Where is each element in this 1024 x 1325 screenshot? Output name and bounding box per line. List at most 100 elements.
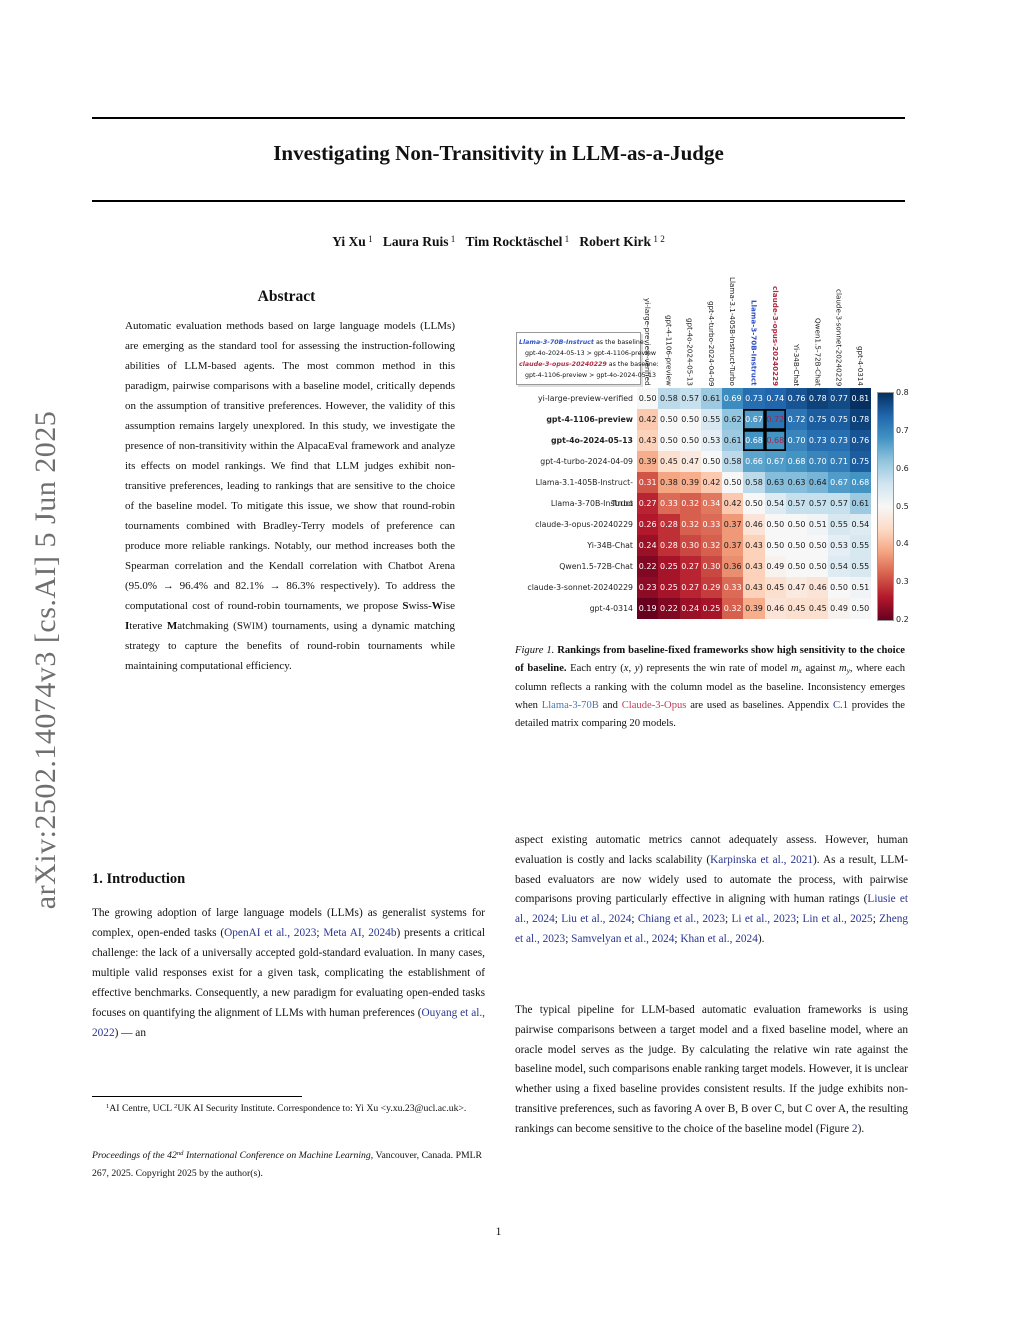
heatmap-cell: 0.69 [722,388,744,409]
heatmap-cell: 0.64 [807,472,829,493]
heatmap-cell: 0.46 [807,577,829,598]
heatmap-cell: 0.46 [743,514,765,535]
heatmap-row-label: Qwen1.5-72B-Chat [559,562,633,571]
affiliation-footnote: 1AI Centre, UCL 2UK AI Security Institut… [106,1103,467,1114]
heatmap-cell: 0.54 [828,556,850,577]
heatmap-cell: 0.74 [764,388,786,409]
citation-link[interactable]: Liusie et al., 2024 [515,893,908,926]
citation-link[interactable]: Samvelyan et al., 2024 [571,932,675,945]
heatmap-cell: 0.39 [743,598,765,619]
citation-link[interactable]: Chiang et al., 2023 [637,913,725,926]
heatmap-cell: 0.45 [658,451,680,472]
heatmap-cell: 0.26 [637,514,659,535]
citation-link[interactable]: Ouyang et al., 2022 [92,1007,485,1039]
heatmap-cell: 0.25 [700,598,723,619]
heatmap-cell: 0.37 [722,514,744,535]
heatmap-cell: 0.75 [807,409,829,430]
heatmap-cell: 0.23 [637,577,659,598]
heatmap-cell: 0.43 [743,577,765,598]
heatmap-cell: 0.54 [764,493,786,514]
citation-link[interactable]: OpenAI et al., 2023 [224,927,317,939]
colorbar-tick: 0.3 [896,577,909,587]
heatmap-cell: 0.51 [849,577,871,598]
proceedings-footnote: Proceedings of the 42nd International Co… [92,1150,482,1179]
citation-link[interactable]: Zheng et al., 2023 [515,913,909,945]
heatmap-cell: 0.50 [764,514,786,535]
citation-link[interactable]: C.1 [832,699,848,711]
abstract-body: Automatic evaluation methods based on la… [125,320,455,672]
heatmap-cell: 0.32 [679,493,701,514]
heatmap-cell: 0.50 [679,409,701,430]
citation-link[interactable]: Liu et al., 2024 [561,913,632,926]
colorbar-tick: 0.8 [896,388,909,397]
heatmap-cell: 0.32 [700,535,723,556]
heatmap-cell: 0.61 [849,493,871,514]
heatmap-cell: 0.43 [743,556,765,577]
heatmap-cell: 0.63 [764,472,786,493]
heatmap-cell: 0.50 [679,430,701,451]
heatmap-cell: 0.25 [658,556,680,577]
heatmap-cell: 0.58 [722,451,744,472]
page-number: 1 [495,1226,502,1238]
heatmap-cell: 0.78 [849,409,871,430]
heatmap-cell: 0.43 [743,535,765,556]
heatmap-cell: 0.55 [849,556,871,577]
title-rule [92,200,905,202]
citation-link[interactable]: Li et al., 2023 [731,913,797,926]
legend-line: gpt-4o-2024-05-13 > gpt-4-1106-preview [525,350,656,357]
right-column-paragraph-1: aspect existing automatic metrics cannot… [515,834,909,945]
heatmap-row-label: yi-large-preview-verified [538,394,633,403]
heatmap-cell: 0.71 [828,451,850,472]
heatmap-column-label: Yi-34B-Chat [792,343,802,386]
heatmap-column-label: gpt-4-1106-preview [664,315,674,386]
heatmap-cell: 0.27 [679,556,701,577]
arxiv-sidebar-banner: arXiv:2502.14074v3 [cs.AI] 5 Jun 2025 [29,410,62,910]
legend-line: gpt-4-1106-preview > gpt-4o-2024-05-13 [525,372,656,379]
heatmap-cell: 0.32 [679,514,701,535]
citation-link[interactable]: Lin et al., 2025 [802,913,873,926]
heatmap-colorbar [877,392,894,621]
citation-link[interactable]: Khan et al., 2024 [680,932,758,945]
heatmap-cell: 0.45 [764,577,786,598]
heatmap-cell: 0.75 [828,409,850,430]
citation-link[interactable]: 2 [851,1122,858,1135]
heatmap-cell: 0.25 [658,577,680,598]
heatmap-cell: 0.62 [722,409,744,430]
heatmap-cell: 0.31 [637,472,659,493]
heatmap-cell: 0.24 [637,535,659,556]
heatmap-cell: 0.63 [785,472,808,493]
heatmap-cell: 0.22 [658,598,680,619]
heatmap-cell: 0.50 [658,430,680,451]
heatmap-cell: 0.53 [828,535,850,556]
heatmap-cell: 0.61 [700,388,723,409]
intro-paragraph: The growing adoption of large language m… [92,907,485,1039]
heatmap-cell: 0.50 [785,514,808,535]
heatmap-cell: 0.27 [679,577,701,598]
heatmap-row-label: gpt-4-0314 [589,604,633,613]
heatmap-column-label: gpt-4-0314 [855,346,865,386]
paper-title: Investigating Non-Transitivity in LLM-as… [273,141,724,165]
heatmap-cell: 0.67 [743,409,765,430]
citation-link[interactable]: Karpinska et al., 2021 [710,853,814,866]
top-rule [92,117,905,119]
authors-line: Yi Xu 1 Laura Ruis 1 Tim Rocktäschel 1 R… [332,233,665,249]
heatmap-cell: 0.47 [785,577,808,598]
heatmap-cell: 0.46 [764,598,786,619]
colorbar-tick: 0.4 [896,539,909,549]
heatmap-cell: 0.68 [785,451,808,472]
heatmap-cell: 0.38 [658,472,680,493]
heatmap-cell: 0.58 [743,472,765,493]
heatmap-cell: 0.81 [849,388,871,409]
heatmap-cell: 0.27 [637,493,659,514]
legend-line: claude-3-opus-20240229 as the baseline: [519,361,659,368]
heatmap-row-label: Yi-34B-Chat [587,541,633,550]
heatmap-cell: 0.75 [849,451,871,472]
heatmap-cell: 0.68 [764,430,786,451]
heatmap-cell: 0.33 [722,577,744,598]
heatmap-cell: 0.53 [700,430,723,451]
heatmap-cell: 0.73 [743,388,765,409]
heatmap-cell: 0.49 [828,598,850,619]
heatmap-legend-box: Llama-3-70B-Instruct as the baseline: gpt… [516,332,659,385]
heatmap-cell: 0.32 [722,598,744,619]
citation-link[interactable]: Meta AI, 2024b [323,927,397,939]
